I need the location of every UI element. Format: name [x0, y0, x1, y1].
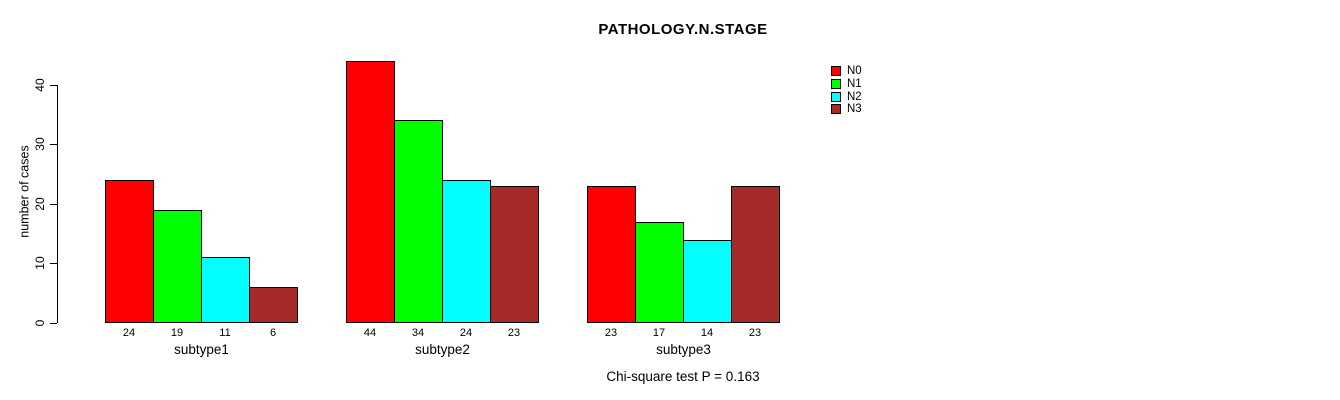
chart-title: PATHOLOGY.N.STAGE — [598, 21, 768, 38]
y-axis-tick-label: 40 — [33, 77, 47, 92]
bar-N1-subtype1 — [153, 209, 202, 323]
y-axis-tick-label: 30 — [33, 137, 47, 151]
bar-value-label: 34 — [411, 327, 425, 339]
x-axis-category-label-subtype1: subtype1 — [174, 342, 229, 357]
y-axis-tick-label: 20 — [33, 197, 47, 211]
bar-N2-subtype3 — [683, 239, 732, 323]
bar-value-label: 44 — [363, 327, 377, 339]
x-axis-category-label-subtype3: subtype3 — [656, 342, 711, 357]
y-axis-tick — [50, 144, 57, 146]
bar-value-label: 19 — [170, 327, 184, 339]
legend-item-N0: N0 — [831, 65, 862, 78]
legend-item-N2: N2 — [831, 90, 862, 103]
legend-swatch-N1 — [831, 79, 841, 90]
bar-N0-subtype1 — [105, 179, 154, 323]
bar-value-label: 24 — [459, 327, 473, 339]
bar-N1-subtype2 — [394, 120, 443, 323]
y-axis-title: number of cases — [17, 144, 32, 238]
legend-label: N1 — [847, 78, 862, 91]
bar-N0-subtype2 — [346, 60, 395, 323]
legend-swatch-N3 — [831, 104, 841, 115]
y-axis-tick — [50, 84, 57, 86]
y-axis-tick — [50, 203, 57, 205]
bar-N0-subtype3 — [587, 185, 636, 323]
bar-value-label: 14 — [700, 327, 714, 339]
bar-N3-subtype3 — [731, 185, 780, 323]
y-axis-tick — [50, 323, 57, 324]
bar-N2-subtype2 — [442, 179, 491, 323]
x-axis-category-label-subtype2: subtype2 — [415, 342, 470, 357]
bar-value-label: 6 — [269, 327, 277, 339]
bar-N2-subtype1 — [201, 257, 250, 323]
legend-label: N2 — [847, 90, 862, 103]
y-axis-tick-label: 0 — [33, 319, 47, 327]
legend-item-N3: N3 — [831, 103, 862, 116]
y-axis-line — [57, 84, 58, 323]
bar-value-label: 23 — [748, 327, 762, 339]
bar-value-label: 23 — [507, 327, 521, 339]
legend: N0 N1 N2 N3 — [831, 65, 862, 116]
bar-N3-subtype1 — [249, 287, 298, 323]
chi-square-note: Chi-square test P = 0.163 — [606, 369, 760, 384]
bar-N1-subtype3 — [635, 221, 684, 323]
bar-value-label: 24 — [122, 327, 136, 339]
legend-label: N3 — [847, 103, 862, 116]
legend-item-N1: N1 — [831, 78, 862, 91]
y-axis-tick — [50, 263, 57, 265]
bar-value-label: 17 — [652, 327, 666, 339]
legend-label: N0 — [847, 65, 862, 78]
y-axis-tick-label: 10 — [33, 256, 47, 271]
bar-value-label: 23 — [604, 327, 618, 339]
legend-swatch-N0 — [831, 66, 841, 77]
bar-N3-subtype2 — [490, 185, 539, 323]
bar-value-label: 11 — [219, 327, 231, 339]
legend-swatch-N2 — [831, 91, 841, 102]
